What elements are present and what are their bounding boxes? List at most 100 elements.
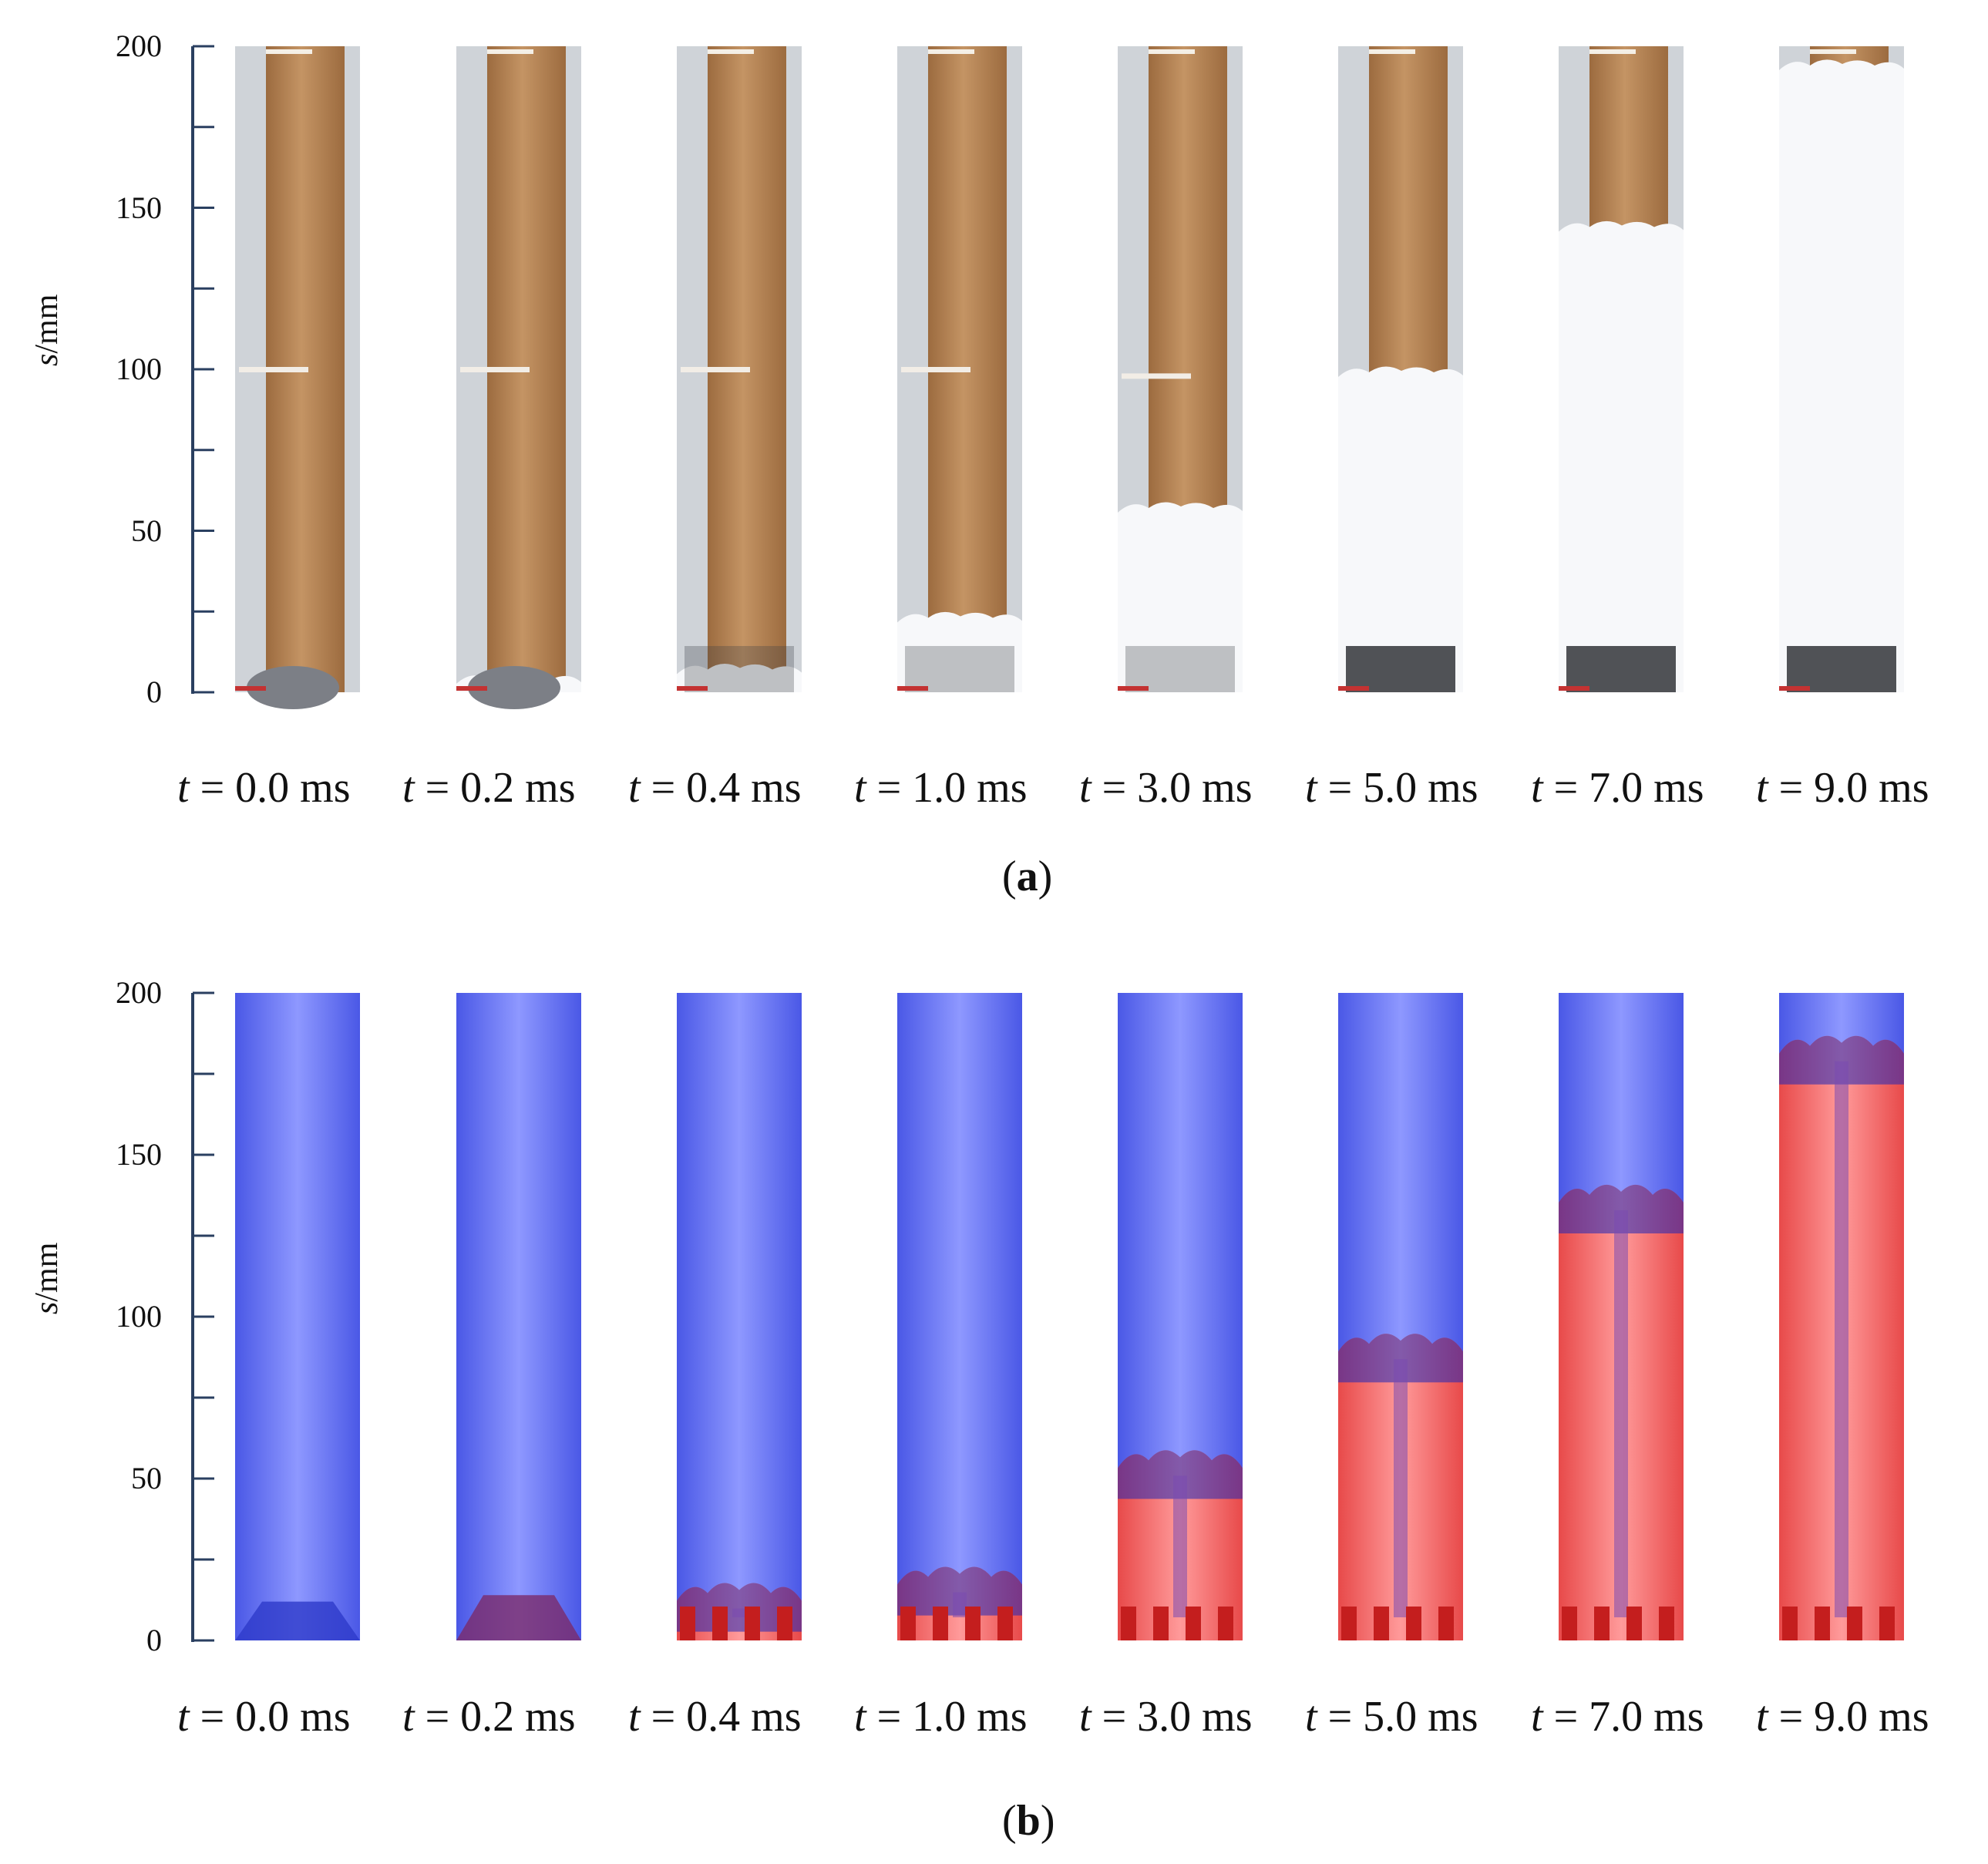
time-label-a-7: t = 9.0 ms bbox=[1756, 763, 1929, 813]
time-value: = 0.4 ms bbox=[640, 764, 802, 812]
time-var: t bbox=[1305, 1693, 1317, 1741]
foam-front bbox=[1559, 220, 1684, 692]
tube-b-1 bbox=[456, 993, 581, 1640]
sim-central-jet bbox=[1614, 1210, 1628, 1617]
sim-bottom-stripe bbox=[933, 1607, 948, 1640]
detonator-wire bbox=[456, 686, 487, 691]
time-label-a-3: t = 1.0 ms bbox=[854, 763, 1028, 813]
time-value: = 7.0 ms bbox=[1542, 1693, 1704, 1741]
sim-initial-charge bbox=[456, 1595, 581, 1640]
time-value: = 9.0 ms bbox=[1768, 1693, 1929, 1741]
tube-b-0 bbox=[235, 993, 360, 1640]
time-var: t bbox=[854, 764, 866, 812]
detonator-wire bbox=[235, 686, 266, 691]
tube-b-2 bbox=[677, 993, 802, 1640]
panel-b-ytick-label: 100 bbox=[116, 1299, 162, 1334]
time-value: = 0.0 ms bbox=[189, 1693, 351, 1741]
mid-marker bbox=[239, 367, 308, 372]
time-var: t bbox=[402, 1693, 415, 1741]
top-marker bbox=[1369, 49, 1415, 54]
time-label-b-3: t = 1.0 ms bbox=[854, 1692, 1028, 1741]
top-marker bbox=[266, 49, 312, 54]
sim-bottom-stripe bbox=[1626, 1607, 1642, 1640]
foam-front bbox=[677, 663, 802, 692]
detonator-wire bbox=[897, 686, 928, 691]
sim-bottom-stripe bbox=[1594, 1607, 1610, 1640]
time-var: t bbox=[1756, 764, 1768, 812]
detonator-wire bbox=[1779, 686, 1810, 691]
tube-a-3 bbox=[897, 46, 1022, 692]
time-value: = 1.0 ms bbox=[866, 1693, 1028, 1741]
time-var: t bbox=[1305, 764, 1317, 812]
sim-front-band bbox=[1779, 1035, 1904, 1085]
top-marker bbox=[487, 49, 533, 54]
time-var: t bbox=[1079, 764, 1092, 812]
panel-a-ytick-label: 0 bbox=[146, 675, 162, 709]
time-value: = 5.0 ms bbox=[1317, 1693, 1478, 1741]
panel-b-images bbox=[193, 991, 1904, 1642]
tube-a-7 bbox=[1779, 46, 1904, 692]
panel-b-letter: b bbox=[1016, 1797, 1041, 1845]
bottom-fixture bbox=[1346, 646, 1455, 692]
tube-a-0 bbox=[235, 46, 360, 709]
panel-a: s/mm 0 50 100 150 200 t = 0.0 ms t = 0.2 ms t … bbox=[0, 0, 1988, 925]
foam-front bbox=[1118, 502, 1243, 692]
foam-front bbox=[1779, 59, 1904, 692]
foam-front bbox=[1338, 366, 1463, 692]
bottom-fixture bbox=[1125, 646, 1235, 692]
time-var: t bbox=[1756, 1693, 1768, 1741]
top-marker bbox=[928, 49, 974, 54]
panel-a-letter: a bbox=[1016, 853, 1038, 900]
charge-dome bbox=[468, 666, 560, 709]
tube-b-3 bbox=[897, 993, 1022, 1640]
panel-a-ytick-label: 50 bbox=[131, 513, 162, 548]
tube-a-4 bbox=[1118, 46, 1243, 692]
panel-b-ytick-label: 0 bbox=[146, 1623, 162, 1657]
panel-b-ytick-label: 200 bbox=[116, 975, 162, 1010]
time-value: = 5.0 ms bbox=[1317, 764, 1478, 812]
tube-b-6 bbox=[1559, 993, 1684, 1640]
time-label-b-1: t = 0.2 ms bbox=[402, 1692, 576, 1741]
sim-tube bbox=[235, 993, 360, 1640]
time-label-a-0: t = 0.0 ms bbox=[177, 763, 351, 813]
sim-bottom-stripe bbox=[1879, 1607, 1895, 1640]
time-label-b-6: t = 7.0 ms bbox=[1531, 1692, 1704, 1741]
sim-central-jet bbox=[1835, 1061, 1848, 1617]
time-label-a-2: t = 0.4 ms bbox=[628, 763, 802, 813]
sim-bottom-stripe bbox=[997, 1607, 1013, 1640]
time-var: t bbox=[854, 1693, 866, 1741]
tube-a-2 bbox=[677, 46, 802, 692]
top-marker bbox=[1589, 49, 1636, 54]
time-value: = 0.0 ms bbox=[189, 764, 351, 812]
time-var: t bbox=[628, 764, 641, 812]
time-var: t bbox=[1079, 1693, 1092, 1741]
foam-front bbox=[897, 611, 1022, 692]
time-label-b-0: t = 0.0 ms bbox=[177, 1692, 351, 1741]
time-var: t bbox=[628, 1693, 641, 1741]
time-label-a-4: t = 3.0 ms bbox=[1079, 763, 1253, 813]
time-value: = 1.0 ms bbox=[866, 764, 1028, 812]
sim-front-band bbox=[1338, 1334, 1463, 1383]
time-var: t bbox=[1531, 1693, 1543, 1741]
top-marker bbox=[708, 49, 754, 54]
tube-b-7 bbox=[1779, 993, 1904, 1640]
detonator-wire bbox=[1559, 686, 1589, 691]
time-var: t bbox=[177, 764, 190, 812]
time-value: = 9.0 ms bbox=[1768, 764, 1929, 812]
time-value: = 0.4 ms bbox=[640, 1693, 802, 1741]
detonator-wire bbox=[677, 686, 708, 691]
sim-central-jet bbox=[1394, 1359, 1408, 1617]
sim-bottom-stripe bbox=[680, 1607, 695, 1640]
sim-bottom-stripe bbox=[712, 1607, 728, 1640]
tube-a-6 bbox=[1559, 46, 1684, 692]
sim-central-jet bbox=[1173, 1475, 1187, 1617]
sim-bottom-stripe bbox=[1218, 1607, 1233, 1640]
panel-a-ytick-label: 200 bbox=[116, 29, 162, 63]
sim-bottom-stripe bbox=[1438, 1607, 1454, 1640]
sim-bottom-stripe bbox=[1121, 1607, 1136, 1640]
panel-a-ytick-label: 100 bbox=[116, 352, 162, 386]
bottom-fixture bbox=[1787, 646, 1896, 692]
tube-a-1 bbox=[456, 46, 581, 709]
sim-bottom-stripe bbox=[1782, 1607, 1798, 1640]
time-label-b-5: t = 5.0 ms bbox=[1305, 1692, 1478, 1741]
